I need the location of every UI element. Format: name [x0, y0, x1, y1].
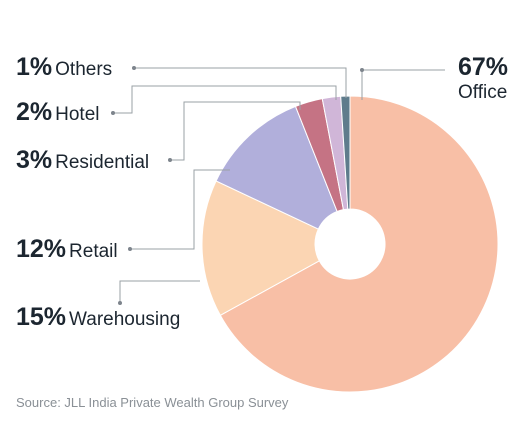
- label-pct-office: 67%: [458, 53, 508, 81]
- label-residential: 3% Residential: [16, 146, 149, 174]
- slice-office: [219, 95, 499, 393]
- label-warehousing: 15% Warehousing: [16, 303, 180, 331]
- leader-dot-office: [360, 68, 364, 72]
- label-name-office: Office: [458, 82, 507, 103]
- leader-dot-residential: [168, 158, 172, 162]
- label-retail: 12% Retail: [16, 235, 118, 263]
- leader-line-warehousing: [119, 280, 200, 303]
- leader-dot-warehousing: [118, 301, 122, 305]
- label-others: 1% Others: [16, 53, 112, 81]
- leader-dot-retail: [128, 247, 132, 251]
- leader-dot-hotel: [111, 111, 115, 115]
- leader-line-others: [134, 67, 347, 98]
- leader-line-retail: [130, 169, 230, 250]
- slice-warehousing: [201, 180, 321, 316]
- label-hotel: 2% Hotel: [16, 98, 100, 126]
- slice-retail: [215, 105, 338, 230]
- slice-others: [340, 95, 351, 210]
- leader-dot-others: [132, 66, 136, 70]
- leader-line-residential: [170, 101, 301, 161]
- source-note: Source: JLL India Private Wealth Group S…: [16, 395, 289, 410]
- leader-line-hotel: [113, 85, 337, 114]
- leader-line-office: [361, 69, 445, 100]
